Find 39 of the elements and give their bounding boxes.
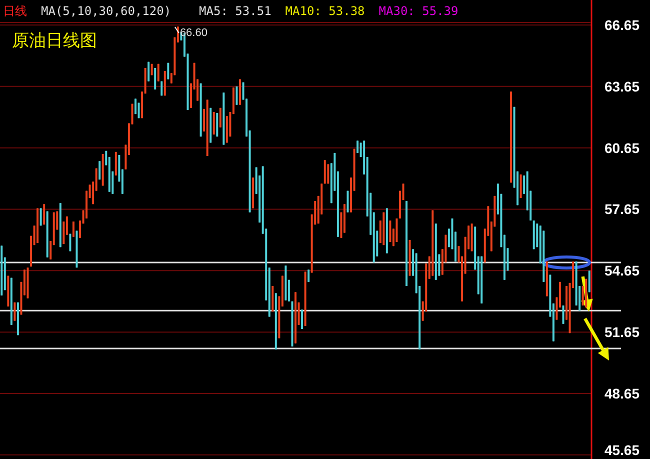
candlestick — [216, 112, 218, 138]
candlestick — [389, 220, 392, 242]
y-tick-label: 51.65 — [604, 324, 640, 340]
candlestick — [212, 112, 215, 136]
candlestick — [562, 304, 564, 324]
y-tick-label: 57.65 — [604, 201, 640, 218]
candlestick — [114, 151, 117, 176]
candlestick — [588, 270, 590, 293]
candlestick — [324, 160, 326, 184]
candlestick — [308, 269, 310, 282]
y-tick-label: 45.65 — [604, 442, 640, 458]
candlestick — [72, 221, 74, 238]
candlestick — [219, 107, 222, 128]
candlestick — [154, 68, 156, 90]
y-tick-label: 63.65 — [604, 78, 640, 94]
candlestick — [301, 309, 304, 330]
y-tick-label: 66.65 — [604, 17, 640, 33]
chart-title: 原油日线图 — [12, 31, 97, 50]
annotation: 66.60 — [180, 27, 208, 40]
text: MA(5,10,30,60,120) — [41, 4, 172, 18]
candlestick — [14, 302, 16, 322]
text: 日线 — [3, 4, 27, 18]
candlestick — [236, 86, 238, 106]
candlestick — [356, 140, 359, 154]
candlestick — [148, 61, 150, 82]
candlestick — [157, 63, 160, 82]
candlestick — [43, 204, 46, 226]
candlestick — [520, 174, 522, 198]
text: MA5: 53.51 — [199, 4, 272, 18]
y-tick-label: 48.65 — [604, 385, 640, 402]
candlestick — [167, 62, 170, 80]
y-tick-label: 54.65 — [604, 262, 640, 279]
text: MA30: 55.39 — [378, 4, 458, 18]
candlestick — [327, 164, 330, 184]
candlestick — [346, 190, 349, 213]
text: MA10: 53.38 — [285, 4, 365, 18]
y-tick-label: 60.65 — [604, 140, 640, 156]
candlestick — [40, 208, 42, 226]
candlestick — [98, 160, 101, 180]
